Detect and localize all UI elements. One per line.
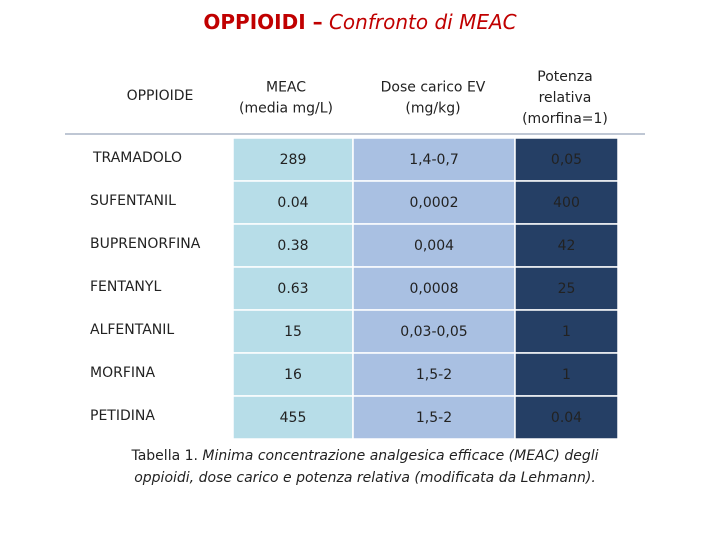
cell: 0.04 [551, 410, 582, 426]
cell-bg [352, 266, 516, 311]
cell: 0,0002 [410, 195, 459, 211]
title: OPPIOIDI – Confronto di MEAC [203, 10, 516, 34]
cell: 400 [553, 195, 580, 211]
row-name: SUFENTANIL [90, 193, 176, 209]
cell: 0,05 [551, 152, 582, 168]
cell-bg [352, 395, 516, 440]
cell-bg [232, 395, 354, 440]
cell: 289 [280, 152, 307, 168]
row-name: BUPRENORFINA [90, 236, 201, 252]
cell-bg [514, 309, 619, 354]
cell-bg [514, 352, 619, 397]
cell: 25 [558, 281, 576, 297]
cell-bg [352, 137, 516, 182]
caption: Tabella 1. Minima concentrazione analges… [130, 448, 598, 464]
title-italic: Confronto di MEAC [329, 10, 517, 34]
cell: 0.38 [277, 238, 308, 254]
row-name: FENTANYL [90, 279, 161, 295]
row-name: MORFINA [90, 365, 155, 381]
header-cell: Potenza [537, 69, 592, 85]
cell: 455 [280, 410, 307, 426]
cell-bg [514, 223, 619, 268]
header-cell: (morfina=1) [522, 111, 608, 127]
cell-bg [514, 395, 619, 440]
caption: oppioidi, dose carico e potenza relativa… [134, 470, 596, 486]
header-cell: relativa [539, 90, 592, 106]
caption-text: Minima concentrazione analgesica efficac… [202, 448, 598, 464]
cell: 1 [562, 367, 571, 383]
header-cell: Dose carico EV [381, 80, 486, 96]
cell: 0,004 [414, 238, 454, 254]
cell: 0,03-0,05 [400, 324, 467, 340]
header-cell: (media mg/L) [239, 101, 333, 117]
cell: 42 [558, 238, 576, 254]
cell: 0,0008 [410, 281, 459, 297]
cell: 1,5-2 [416, 367, 452, 383]
cell: 1 [562, 324, 571, 340]
row-name: TRAMADOLO [92, 150, 182, 166]
cell: 16 [284, 367, 302, 383]
cell-bg [514, 180, 619, 225]
row-name: PETIDINA [90, 408, 155, 424]
cell-bg [232, 266, 354, 311]
cell: 15 [284, 324, 302, 340]
cell: 1,5-2 [416, 410, 452, 426]
header-cell: (mg/kg) [405, 101, 460, 117]
cell-bg [514, 266, 619, 311]
title-bold: OPPIOIDI – [203, 10, 322, 34]
cell: 1,4-0,7 [409, 152, 459, 168]
header-cell: MEAC [266, 80, 306, 96]
header-cell: OPPIOIDE [127, 88, 194, 104]
caption-label: Tabella 1. [130, 448, 197, 464]
cell-bg [232, 309, 354, 354]
cell-bg [352, 309, 516, 354]
cell: 0.63 [277, 281, 308, 297]
cell: 0.04 [277, 195, 308, 211]
row-name: ALFENTANIL [90, 322, 174, 338]
